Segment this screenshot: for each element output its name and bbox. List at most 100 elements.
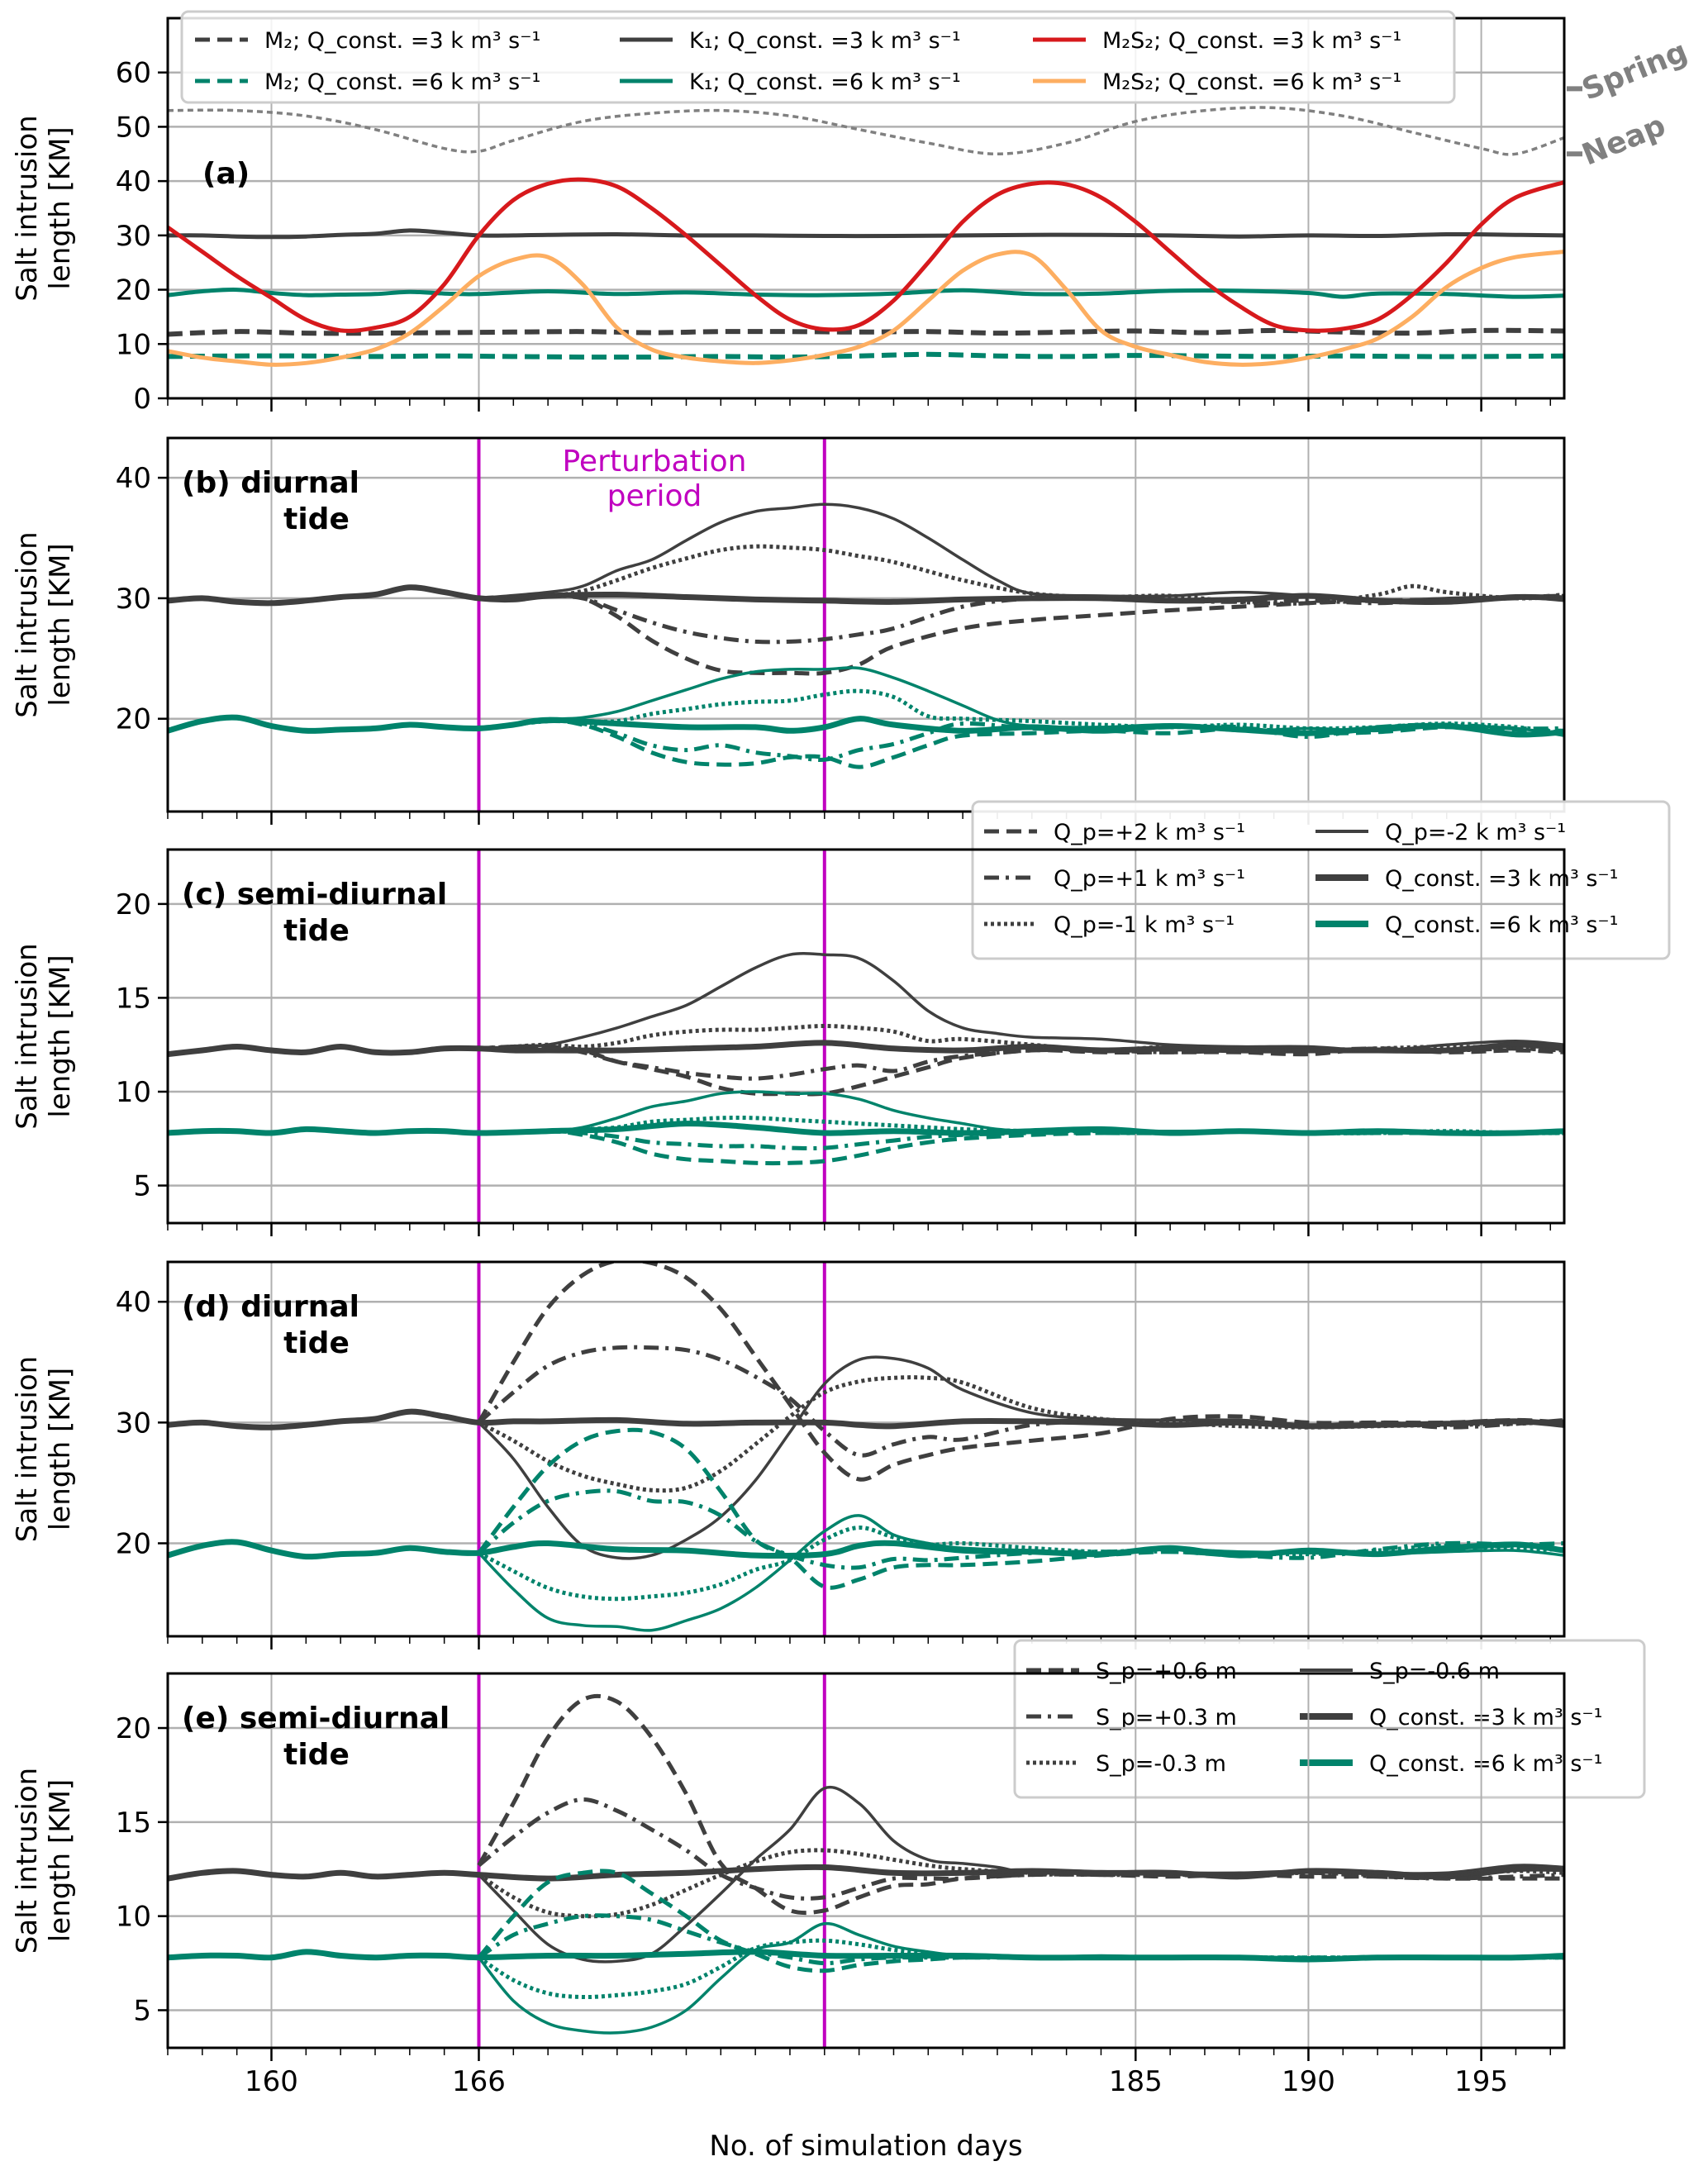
neap-label: Neap	[1577, 108, 1670, 172]
legend-label: S_p=-0.3 m	[1096, 1751, 1226, 1777]
series-line	[168, 250, 1564, 367]
series-line	[168, 351, 1564, 360]
y-axis-label: Salt intrusionlength [KM]	[11, 943, 77, 1129]
series-line	[478, 593, 1564, 645]
panels: 0 10 20 30 40 50 60 Salt intrusionlength [KM] (a…	[11, 10, 1692, 2098]
y-tick-label: 20	[116, 274, 151, 307]
series-line	[477, 1355, 1564, 1560]
y-tick-label: 30	[116, 220, 151, 253]
y-tick-label: 10	[116, 328, 151, 361]
legend: M₂; Q_const. =3 k m³ s⁻¹ M₂; Q_const. =6 …	[180, 10, 1456, 104]
x-tick-label: 160	[245, 2065, 298, 2098]
panel-label-line2: tide	[283, 914, 350, 948]
panel-d: 20 30 40 Salt intrusionlength [KM] (d) diurn…	[11, 1260, 1566, 1649]
grid	[168, 850, 1564, 1223]
panel-c: 5 10 15 20 Salt intrusionlength [KM] (c) semi…	[11, 848, 1566, 1236]
series-line	[168, 106, 1564, 156]
series-line	[478, 1044, 1564, 1081]
y-tick-label: 60	[116, 57, 151, 90]
x-axis-label: No. of simulation days	[709, 2130, 1022, 2163]
plot-frame	[166, 436, 1566, 813]
y-tick-label: 15	[116, 982, 151, 1015]
y-tick-label: 50	[116, 111, 151, 144]
series-line	[168, 288, 1564, 299]
series-line	[478, 718, 1564, 769]
series-line	[477, 1345, 1564, 1458]
panel-b: 20 30 40 Salt intrusionlength [KM] (b) diurn…	[11, 436, 1566, 825]
series-line	[478, 1526, 1564, 1602]
series-line	[477, 1262, 1564, 1482]
panel-label: (e) semi-diurnal	[182, 1702, 450, 1735]
x-tick-label: 185	[1109, 2065, 1163, 2098]
x-tick-label: 190	[1282, 2065, 1335, 2098]
plot-frame	[166, 1260, 1566, 1638]
y-axis-label: Salt intrusionlength [KM]	[11, 115, 77, 301]
legend: S_p=+0.6 m S_p=+0.3 m S_p=-0.3 m S_p=-0.6 m…	[1013, 1639, 1646, 1799]
series-line	[478, 688, 1564, 735]
series-line	[168, 177, 1564, 333]
series-group	[168, 502, 1564, 769]
series-line	[477, 1488, 1564, 1570]
legend-label: Q_p=+1 k m³ s⁻¹	[1054, 866, 1245, 892]
panel-label: (a)	[202, 157, 250, 191]
perturbation-label: Perturbation	[563, 445, 747, 478]
legend-box	[180, 10, 1456, 104]
legend-label: K₁; Q_const. =3 k m³ s⁻¹	[689, 28, 961, 54]
series-line	[477, 1514, 1564, 1632]
y-tick-label: 20	[116, 1527, 151, 1560]
series-line	[477, 1427, 1564, 1590]
legend-label: Q_const. =6 k m³ s⁻¹	[1369, 1751, 1603, 1777]
series-line	[477, 952, 1564, 1052]
panel-label-line2: tide	[283, 1326, 350, 1360]
grid	[168, 1262, 1564, 1636]
x-tick-label: 166	[452, 2065, 506, 2098]
series-line	[477, 1921, 1564, 2035]
y-tick-label: 20	[116, 888, 151, 921]
legend-label: M₂S₂; Q_const. =6 k m³ s⁻¹	[1102, 69, 1401, 95]
legend-label: Q_p=-1 k m³ s⁻¹	[1054, 912, 1235, 938]
series-line	[478, 1938, 1564, 2000]
y-tick-label: 40	[116, 462, 151, 495]
legend-label: K₁; Q_const. =6 k m³ s⁻¹	[689, 69, 961, 95]
y-tick-label: 20	[116, 1712, 151, 1745]
series-group	[168, 952, 1564, 1166]
y-tick-label: 15	[116, 1807, 151, 1840]
y-axis-label: Salt intrusionlength [KM]	[11, 531, 77, 717]
panel-label: (c) semi-diurnal	[182, 878, 447, 912]
plot-frame	[166, 848, 1566, 1225]
series-line	[477, 1693, 1564, 1916]
legend-label: Q_p=+2 k m³ s⁻¹	[1054, 820, 1245, 845]
grid	[168, 438, 1564, 812]
series-line	[477, 502, 1564, 602]
legend-label: M₂S₂; Q_const. =3 k m³ s⁻¹	[1102, 28, 1401, 54]
plot-frame	[166, 1672, 1566, 2049]
y-tick-label: 0	[133, 383, 151, 416]
y-axis-label: Salt intrusionlength [KM]	[11, 1356, 77, 1542]
series-line	[168, 1949, 1564, 1963]
x-tick-label: 195	[1454, 2065, 1508, 2098]
series-line	[478, 1024, 1564, 1053]
series-line	[478, 1913, 1564, 1966]
series-line	[168, 228, 1564, 240]
legend-label: M₂; Q_const. =6 k m³ s⁻¹	[264, 69, 540, 95]
legend-label: Q_p=-2 k m³ s⁻¹	[1385, 820, 1566, 845]
legend-label: Q_const. =3 k m³ s⁻¹	[1369, 1705, 1603, 1730]
legend-label: S_p=-0.6 m	[1369, 1659, 1500, 1684]
y-tick-label: 5	[133, 1994, 151, 2027]
series-line	[478, 1375, 1564, 1493]
y-axis-label: Salt intrusionlength [KM]	[11, 1768, 77, 1954]
y-tick-label: 10	[116, 1901, 151, 1934]
series-line	[477, 1785, 1564, 1964]
panel-a: 0 10 20 30 40 50 60 Salt intrusionlength [KM] (a…	[11, 10, 1692, 416]
panel-label: (b) diurnal	[182, 466, 359, 500]
legend: Q_p=+2 k m³ s⁻¹ Q_p=+1 k m³ s⁻¹ Q_p=-1 k m…	[971, 800, 1671, 960]
series-line	[478, 593, 1564, 676]
y-tick-label: 10	[116, 1076, 151, 1109]
y-tick-label: 40	[116, 1286, 151, 1319]
series-line	[168, 327, 1564, 337]
panel-label-line2: tide	[283, 502, 350, 536]
y-tick-label: 5	[133, 1170, 151, 1203]
series-line	[478, 544, 1564, 606]
grid	[168, 1673, 1564, 2048]
